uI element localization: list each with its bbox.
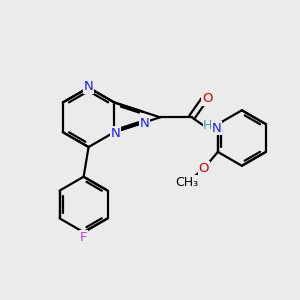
Text: O: O xyxy=(199,162,209,175)
Text: H: H xyxy=(203,118,213,132)
Text: N: N xyxy=(212,122,222,135)
Text: O: O xyxy=(202,92,212,105)
Text: N: N xyxy=(110,127,120,140)
Text: N: N xyxy=(84,80,93,93)
Text: F: F xyxy=(80,231,87,244)
Text: N: N xyxy=(140,118,149,130)
Text: CH₃: CH₃ xyxy=(176,176,199,189)
